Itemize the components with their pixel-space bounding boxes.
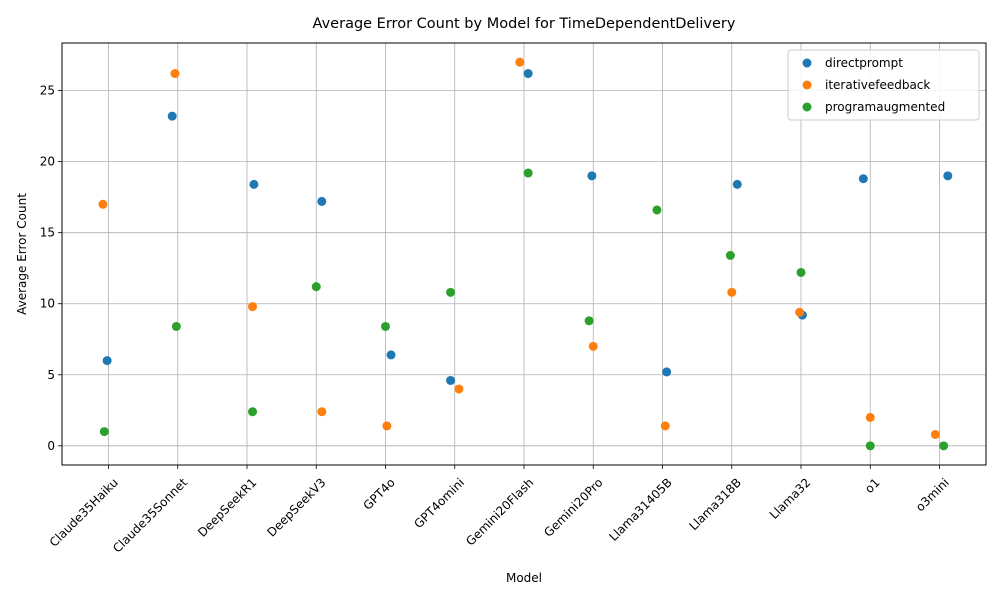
y-tick-label: 5 — [47, 368, 55, 382]
data-point-iterativefeedback — [930, 429, 940, 439]
data-point-iterativefeedback — [865, 412, 875, 422]
data-point-programaugmented — [248, 407, 258, 417]
data-points — [98, 57, 953, 451]
data-point-directprompt — [523, 69, 533, 79]
grid-lines — [62, 43, 986, 465]
data-point-directprompt — [317, 196, 327, 206]
data-point-iterativefeedback — [170, 69, 180, 79]
legend-marker — [802, 102, 812, 112]
legend-box — [787, 49, 980, 121]
data-point-programaugmented — [652, 205, 662, 215]
y-tick-label: 0 — [47, 439, 55, 453]
y-tick-label: 25 — [40, 84, 55, 98]
legend-label: programaugmented — [825, 100, 945, 114]
data-point-programaugmented — [171, 321, 181, 331]
data-point-programaugmented — [99, 427, 109, 437]
data-point-iterativefeedback — [515, 57, 525, 67]
data-point-iterativefeedback — [588, 341, 598, 351]
data-point-iterativefeedback — [382, 421, 392, 431]
data-point-iterativefeedback — [454, 384, 464, 394]
data-point-programaugmented — [584, 316, 594, 326]
data-point-iterativefeedback — [727, 287, 737, 297]
data-point-iterativefeedback — [795, 307, 805, 317]
legend-label: directprompt — [825, 56, 903, 70]
x-axis-title: Model — [506, 571, 542, 585]
data-point-programaugmented — [865, 441, 875, 451]
data-point-directprompt — [858, 174, 868, 184]
data-point-directprompt — [732, 179, 742, 189]
legend-marker — [802, 80, 812, 90]
legend: directprompt iterativefeedback programaugm… — [787, 49, 980, 121]
data-point-directprompt — [167, 111, 177, 121]
data-point-programaugmented — [523, 168, 533, 178]
data-point-programaugmented — [725, 250, 735, 260]
data-point-directprompt — [102, 356, 112, 366]
y-tick-label: 10 — [40, 297, 55, 311]
data-point-directprompt — [249, 179, 259, 189]
data-point-directprompt — [446, 375, 456, 385]
data-point-programaugmented — [381, 321, 390, 331]
data-point-directprompt — [662, 367, 672, 377]
data-point-directprompt — [943, 171, 953, 181]
data-point-programaugmented — [311, 282, 321, 292]
data-point-iterativefeedback — [98, 199, 108, 209]
y-axis-title: Average Error Count — [15, 193, 29, 315]
y-tick-label: 20 — [40, 155, 55, 169]
data-point-directprompt — [386, 350, 396, 360]
chart-title: Average Error Count by Model for TimeDep… — [313, 16, 736, 32]
data-point-iterativefeedback — [317, 407, 327, 417]
data-point-directprompt — [587, 171, 597, 181]
data-point-iterativefeedback — [248, 302, 258, 312]
data-point-iterativefeedback — [660, 421, 670, 431]
y-tick-label: 15 — [40, 226, 55, 240]
data-point-programaugmented — [939, 441, 949, 451]
data-point-programaugmented — [796, 267, 806, 277]
legend-marker — [802, 58, 812, 68]
data-point-programaugmented — [446, 287, 456, 297]
legend-label: iterativefeedback — [825, 78, 930, 92]
